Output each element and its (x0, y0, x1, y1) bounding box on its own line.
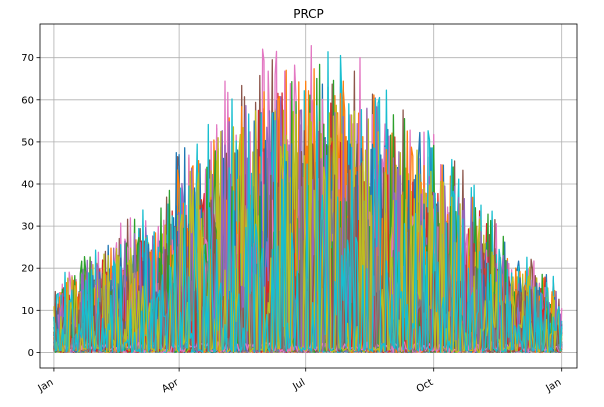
y-tick-label: 50 (21, 137, 34, 148)
y-tick-label: 60 (21, 95, 34, 106)
y-tick-label: 20 (21, 264, 34, 275)
plot-frame (39, 23, 578, 369)
series-layer (53, 44, 563, 354)
y-tick-label: 40 (21, 180, 34, 191)
y-axis: 0 10 20 30 40 50 60 70 (21, 53, 40, 359)
chart-title: PRCP (293, 7, 324, 21)
y-tick-label: 10 (21, 306, 34, 317)
y-tick-label: 30 (21, 222, 34, 233)
series-line-40 (53, 105, 563, 353)
y-tick-label: 70 (21, 53, 34, 64)
y-tick-label: 0 (28, 348, 34, 359)
